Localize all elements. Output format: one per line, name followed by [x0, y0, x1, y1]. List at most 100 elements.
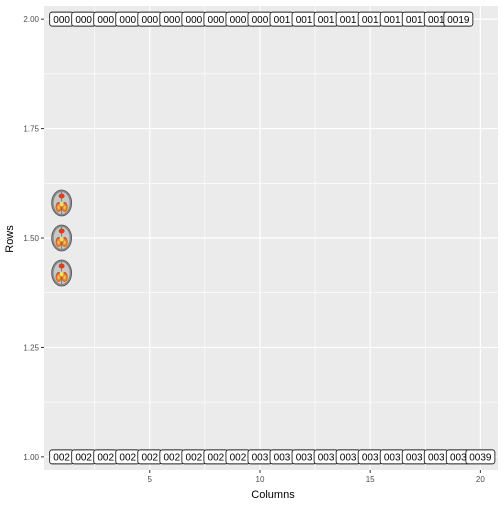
point-label: 000: [49, 11, 75, 27]
point-labels: 000 000 000 000 000 000 000 000 000 000 001 001 001 0…: [49, 11, 496, 465]
brain-activation-center: [59, 201, 64, 207]
label-text: 002: [119, 453, 136, 464]
label-text: 003: [274, 453, 291, 464]
point-label: 003: [401, 449, 427, 465]
label-text: 0019: [447, 15, 470, 26]
label-text: 000: [163, 15, 180, 26]
y-tick-label: 1.50: [23, 234, 39, 243]
point-label: 003: [445, 449, 471, 465]
label-text: 000: [141, 15, 158, 26]
brain-images: [51, 189, 73, 287]
y-tick-label: 1.25: [23, 343, 39, 352]
x-tick-label: 20: [476, 475, 485, 484]
point-label: 002: [93, 449, 119, 465]
point-label: 001: [269, 11, 295, 27]
brain-scan-icon: [51, 224, 73, 252]
label-text: 002: [141, 453, 158, 464]
point-label: 002: [225, 449, 251, 465]
label-text: 000: [53, 15, 70, 26]
point-label: 000: [93, 11, 119, 27]
label-box: [443, 11, 474, 27]
label-text: 002: [163, 453, 180, 464]
brain-activation-front: [58, 193, 65, 199]
brain-activation-center: [59, 236, 64, 242]
label-text: 003: [362, 453, 379, 464]
y-tick-label: 1.75: [23, 125, 39, 134]
brain-activation-front: [58, 228, 65, 234]
label-text: 000: [208, 15, 225, 26]
point-label: 000: [71, 11, 97, 27]
label-text: 003: [252, 453, 269, 464]
label-text: 003: [428, 453, 445, 464]
label-text: 000: [119, 15, 136, 26]
point-label: 001: [313, 11, 339, 27]
point-label: 003: [379, 449, 405, 465]
brain-scan-icon: [51, 259, 73, 287]
point-label: 003: [291, 449, 317, 465]
label-text: 002: [97, 453, 114, 464]
y-tick-label: 1.00: [23, 453, 39, 462]
y-tick-label: 2.00: [23, 15, 39, 24]
x-axis-title: Columns: [251, 489, 295, 501]
major-gridlines: [44, 6, 498, 470]
brain-scan-icon: [51, 189, 73, 217]
point-label: 000: [203, 11, 229, 27]
label-text: 003: [296, 453, 313, 464]
point-label: 001: [335, 11, 361, 27]
label-text: 000: [186, 15, 203, 26]
label-box: [465, 449, 496, 465]
point-label: 002: [49, 449, 75, 465]
label-text: 003: [450, 453, 467, 464]
label-text: 001: [384, 15, 401, 26]
label-text: 001: [406, 15, 423, 26]
axes: 5 10 15 20 1.00 1.25 1.50 1.75 2.00: [23, 15, 485, 484]
label-text: 001: [274, 15, 291, 26]
point-label: 002: [159, 449, 185, 465]
point-label: 0019: [443, 11, 474, 27]
point-label: 001: [401, 11, 427, 27]
label-text: 001: [340, 15, 357, 26]
point-label: 002: [71, 449, 97, 465]
x-tick-label: 10: [256, 475, 265, 484]
y-axis-title: Rows: [4, 225, 16, 253]
label-text: 000: [230, 15, 247, 26]
label-text: 001: [428, 15, 445, 26]
label-text: 000: [252, 15, 269, 26]
label-text: 002: [186, 453, 203, 464]
point-label: 001: [357, 11, 383, 27]
point-label: 002: [203, 449, 229, 465]
label-text: 000: [75, 15, 92, 26]
point-label: 001: [291, 11, 317, 27]
label-text: 002: [53, 453, 70, 464]
label-text: 003: [318, 453, 335, 464]
brain-activation-front: [58, 263, 65, 269]
label-text: 002: [208, 453, 225, 464]
point-label: 003: [247, 449, 273, 465]
point-label: 001: [379, 11, 405, 27]
point-label: 000: [225, 11, 251, 27]
point-label: 000: [159, 11, 185, 27]
point-label: 002: [181, 449, 207, 465]
x-tick-label: 15: [366, 475, 375, 484]
point-label: 000: [137, 11, 163, 27]
x-tick-label: 5: [148, 475, 153, 484]
point-label: 002: [137, 449, 163, 465]
brain-activation-center: [59, 271, 64, 277]
point-label: 003: [423, 449, 449, 465]
label-text: 002: [75, 453, 92, 464]
point-label: 003: [335, 449, 361, 465]
label-text: 000: [97, 15, 114, 26]
label-text: 002: [230, 453, 247, 464]
label-text: 0039: [469, 453, 492, 464]
label-text: 001: [318, 15, 335, 26]
label-text: 001: [296, 15, 313, 26]
point-label: 000: [247, 11, 273, 27]
label-text: 003: [340, 453, 357, 464]
label-text: 003: [406, 453, 423, 464]
point-label: 002: [115, 449, 141, 465]
point-label: 003: [313, 449, 339, 465]
point-label: 003: [269, 449, 295, 465]
label-text: 003: [384, 453, 401, 464]
